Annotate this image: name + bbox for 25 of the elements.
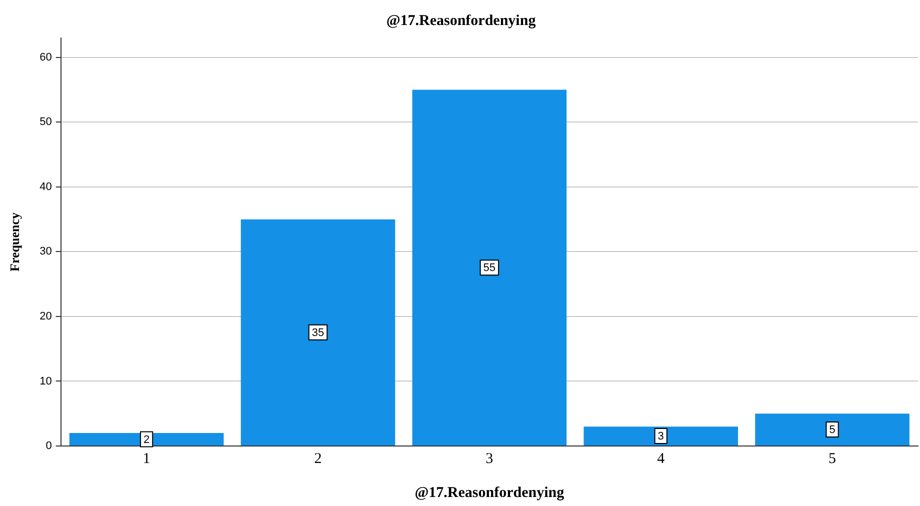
y-tick-label: 40 bbox=[40, 180, 52, 193]
bar bbox=[240, 219, 396, 446]
data-label: 55 bbox=[483, 262, 496, 274]
x-tick-label: 5 bbox=[828, 450, 836, 467]
y-tick-label: 30 bbox=[40, 246, 52, 258]
x-tick-label: 2 bbox=[314, 450, 322, 467]
bar bbox=[584, 426, 738, 446]
data-label: 5 bbox=[829, 424, 836, 436]
chart-title: @17.Reasonfordenying bbox=[386, 12, 536, 29]
y-tick-label: 60 bbox=[40, 51, 52, 64]
data-label: 35 bbox=[312, 326, 324, 339]
bar bbox=[69, 433, 224, 446]
y-tick-label: 20 bbox=[40, 310, 52, 323]
x-tick-label: 3 bbox=[486, 450, 494, 467]
data-label: 3 bbox=[658, 430, 664, 443]
y-axis-title: Frequency bbox=[7, 212, 22, 272]
x-axis-title: @17.Reasonfordenying bbox=[414, 484, 565, 501]
x-tick-label: 1 bbox=[142, 450, 150, 467]
y-tick-label: 10 bbox=[40, 375, 52, 388]
bar bbox=[412, 90, 567, 446]
data-label: 2 bbox=[143, 434, 150, 446]
y-tick-label: 0 bbox=[46, 440, 52, 452]
bar bbox=[755, 414, 910, 446]
y-tick-label: 50 bbox=[40, 116, 52, 128]
x-tick-label: 4 bbox=[657, 450, 666, 467]
